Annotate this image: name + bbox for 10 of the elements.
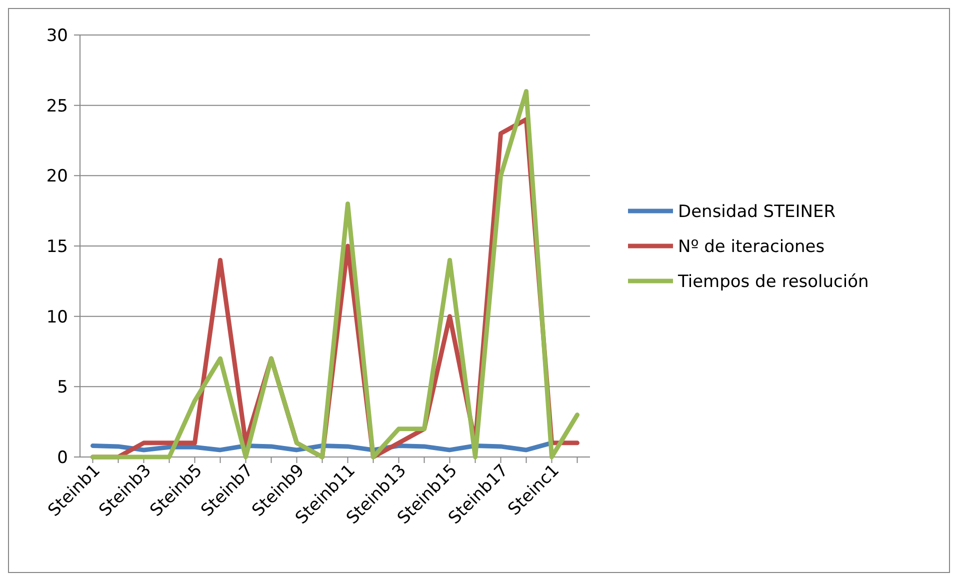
y-tick-label: 30	[46, 26, 68, 46]
legend-label: Tiempos de resolución	[677, 272, 869, 292]
legend-label: Densidad STEINER	[678, 202, 836, 222]
y-tick-label: 15	[46, 236, 68, 257]
y-tick-label: 10	[46, 307, 68, 328]
y-tick-label: 20	[46, 166, 68, 187]
y-tick-label: 25	[46, 96, 68, 116]
y-tick-label: 5	[57, 378, 68, 398]
legend-label: Nº de iteraciones	[678, 236, 825, 257]
y-tick-label: 0	[57, 448, 68, 468]
